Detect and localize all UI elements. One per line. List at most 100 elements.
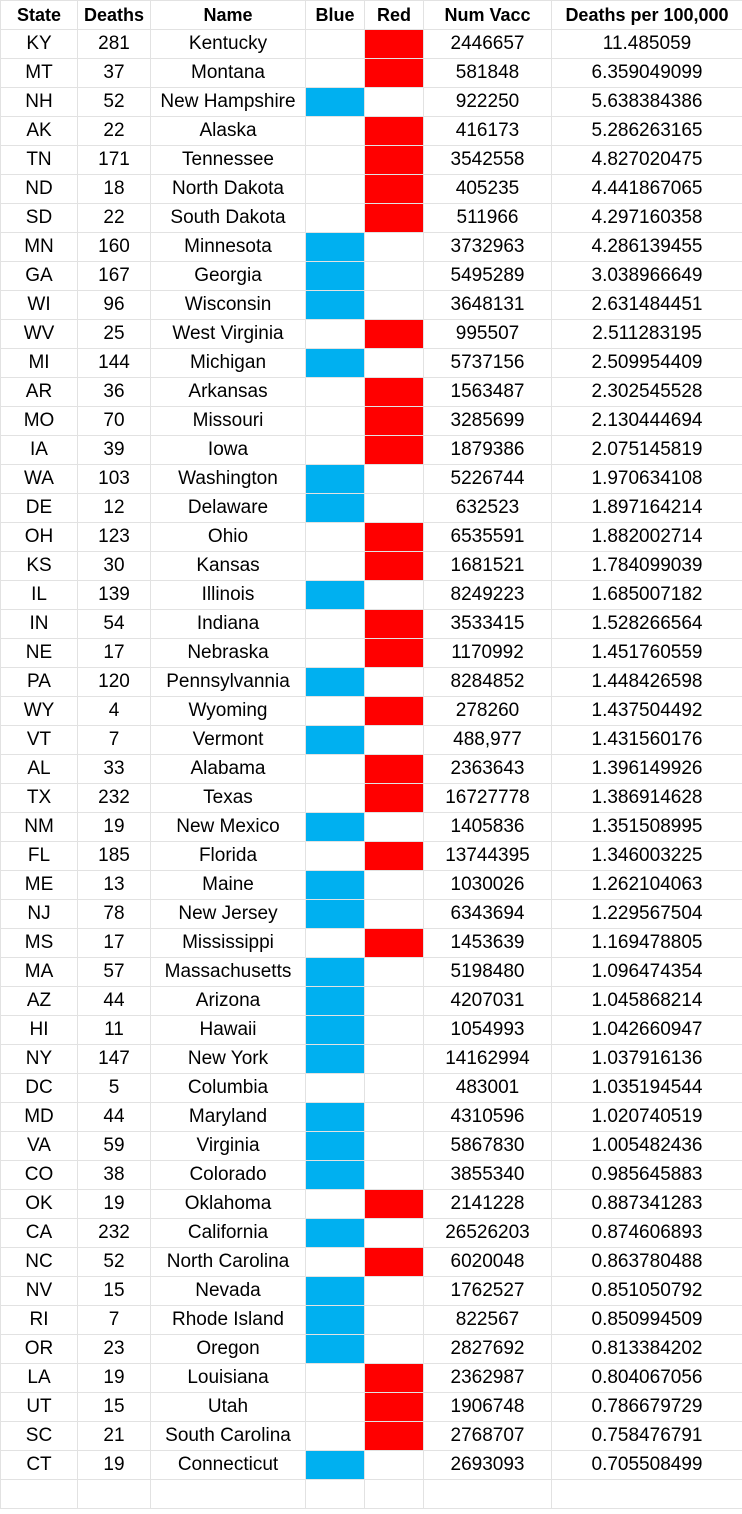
name-cell[interactable]: Tennessee: [150, 145, 306, 175]
state-cell[interactable]: AZ: [0, 986, 78, 1016]
blue-cell[interactable]: [305, 261, 365, 291]
blue-cell[interactable]: [305, 116, 365, 146]
name-cell[interactable]: West Virginia: [150, 319, 306, 349]
red-cell[interactable]: [364, 870, 424, 900]
deaths-cell[interactable]: 171: [77, 145, 151, 175]
blue-cell[interactable]: [305, 145, 365, 175]
empty-cell[interactable]: [150, 1479, 306, 1509]
deaths-cell[interactable]: 19: [77, 1363, 151, 1393]
num-vacc-cell[interactable]: 5198480: [423, 957, 552, 987]
empty-cell[interactable]: [77, 1479, 151, 1509]
blue-cell[interactable]: [305, 1160, 365, 1190]
state-cell[interactable]: WI: [0, 290, 78, 320]
blue-cell[interactable]: [305, 783, 365, 813]
deaths-per-100000-cell[interactable]: 0.874606893: [551, 1218, 742, 1248]
blue-cell[interactable]: [305, 725, 365, 755]
deaths-cell[interactable]: 22: [77, 203, 151, 233]
deaths-per-100000-cell[interactable]: 0.985645883: [551, 1160, 742, 1190]
red-cell[interactable]: [364, 29, 424, 59]
red-cell[interactable]: [364, 116, 424, 146]
red-cell[interactable]: [364, 957, 424, 987]
red-cell[interactable]: [364, 696, 424, 726]
deaths-per-100000-cell[interactable]: 1.437504492: [551, 696, 742, 726]
red-cell[interactable]: [364, 406, 424, 436]
red-cell[interactable]: [364, 986, 424, 1016]
red-cell[interactable]: [364, 464, 424, 494]
deaths-per-100000-cell[interactable]: 4.441867065: [551, 174, 742, 204]
deaths-cell[interactable]: 18: [77, 174, 151, 204]
deaths-per-100000-cell[interactable]: 11.485059: [551, 29, 742, 59]
deaths-per-100000-cell[interactable]: 1.169478805: [551, 928, 742, 958]
deaths-per-100000-cell[interactable]: 3.038966649: [551, 261, 742, 291]
red-cell[interactable]: [364, 1305, 424, 1335]
deaths-per-100000-cell[interactable]: 1.351508995: [551, 812, 742, 842]
deaths-per-100000-cell[interactable]: 1.431560176: [551, 725, 742, 755]
deaths-cell[interactable]: 120: [77, 667, 151, 697]
red-cell[interactable]: [364, 667, 424, 697]
state-cell[interactable]: ND: [0, 174, 78, 204]
blue-cell[interactable]: [305, 522, 365, 552]
state-cell[interactable]: NV: [0, 1276, 78, 1306]
red-cell[interactable]: [364, 1392, 424, 1422]
state-cell[interactable]: FL: [0, 841, 78, 871]
blue-cell[interactable]: [305, 928, 365, 958]
blue-cell[interactable]: [305, 1218, 365, 1248]
num-vacc-cell[interactable]: 3285699: [423, 406, 552, 436]
blue-cell[interactable]: [305, 87, 365, 117]
red-cell[interactable]: [364, 145, 424, 175]
state-cell[interactable]: IL: [0, 580, 78, 610]
deaths-per-100000-cell[interactable]: 4.827020475: [551, 145, 742, 175]
deaths-per-100000-cell[interactable]: 0.705508499: [551, 1450, 742, 1480]
state-cell[interactable]: CO: [0, 1160, 78, 1190]
red-cell[interactable]: [364, 522, 424, 552]
header-cell-deaths-per-100000[interactable]: Deaths per 100,000: [551, 0, 742, 30]
deaths-cell[interactable]: 21: [77, 1421, 151, 1451]
state-cell[interactable]: TN: [0, 145, 78, 175]
deaths-cell[interactable]: 13: [77, 870, 151, 900]
deaths-per-100000-cell[interactable]: 5.638384386: [551, 87, 742, 117]
deaths-per-100000-cell[interactable]: 0.813384202: [551, 1334, 742, 1364]
name-cell[interactable]: Columbia: [150, 1073, 306, 1103]
deaths-per-100000-cell[interactable]: 1.396149926: [551, 754, 742, 784]
blue-cell[interactable]: [305, 1015, 365, 1045]
num-vacc-cell[interactable]: 8249223: [423, 580, 552, 610]
red-cell[interactable]: [364, 87, 424, 117]
name-cell[interactable]: North Dakota: [150, 174, 306, 204]
deaths-cell[interactable]: 19: [77, 812, 151, 842]
num-vacc-cell[interactable]: 1453639: [423, 928, 552, 958]
blue-cell[interactable]: [305, 870, 365, 900]
state-cell[interactable]: SD: [0, 203, 78, 233]
deaths-cell[interactable]: 70: [77, 406, 151, 436]
deaths-cell[interactable]: 59: [77, 1131, 151, 1161]
red-cell[interactable]: [364, 1189, 424, 1219]
deaths-per-100000-cell[interactable]: 4.286139455: [551, 232, 742, 262]
num-vacc-cell[interactable]: 2362987: [423, 1363, 552, 1393]
name-cell[interactable]: Washington: [150, 464, 306, 494]
name-cell[interactable]: Ohio: [150, 522, 306, 552]
deaths-cell[interactable]: 33: [77, 754, 151, 784]
name-cell[interactable]: Vermont: [150, 725, 306, 755]
blue-cell[interactable]: [305, 1334, 365, 1364]
num-vacc-cell[interactable]: 5226744: [423, 464, 552, 494]
deaths-per-100000-cell[interactable]: 0.850994509: [551, 1305, 742, 1335]
state-cell[interactable]: SC: [0, 1421, 78, 1451]
num-vacc-cell[interactable]: 1563487: [423, 377, 552, 407]
red-cell[interactable]: [364, 1421, 424, 1451]
name-cell[interactable]: Mississippi: [150, 928, 306, 958]
empty-cell[interactable]: [364, 1479, 424, 1509]
state-cell[interactable]: MA: [0, 957, 78, 987]
empty-cell[interactable]: [551, 1479, 742, 1509]
deaths-per-100000-cell[interactable]: 1.262104063: [551, 870, 742, 900]
deaths-per-100000-cell[interactable]: 1.882002714: [551, 522, 742, 552]
deaths-per-100000-cell[interactable]: 1.045868214: [551, 986, 742, 1016]
red-cell[interactable]: [364, 754, 424, 784]
red-cell[interactable]: [364, 319, 424, 349]
blue-cell[interactable]: [305, 812, 365, 842]
num-vacc-cell[interactable]: 26526203: [423, 1218, 552, 1248]
state-cell[interactable]: NH: [0, 87, 78, 117]
header-cell-num-vacc[interactable]: Num Vacc: [423, 0, 552, 30]
blue-cell[interactable]: [305, 957, 365, 987]
state-cell[interactable]: PA: [0, 667, 78, 697]
blue-cell[interactable]: [305, 29, 365, 59]
num-vacc-cell[interactable]: 6343694: [423, 899, 552, 929]
